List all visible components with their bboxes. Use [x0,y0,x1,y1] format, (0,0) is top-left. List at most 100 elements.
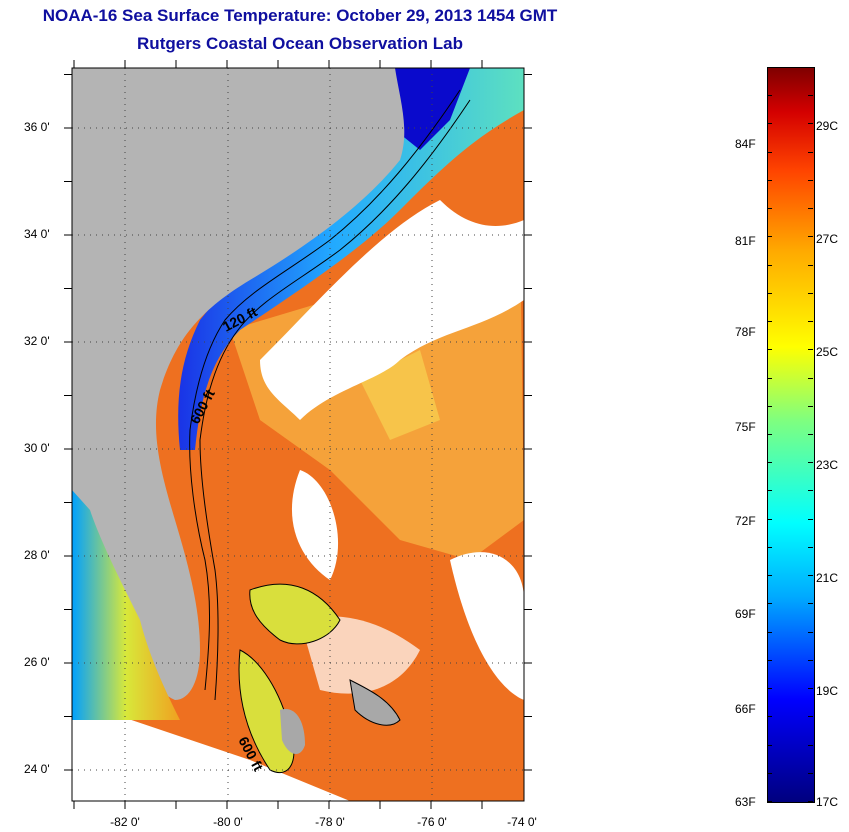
colorbar-tick [767,575,772,577]
gulf-shelf-water [72,490,180,720]
contour-120ft [189,89,461,691]
colorbar-f-label: 84F [735,137,756,151]
colorbar-tick [767,208,772,210]
colorbar-tick [767,264,772,266]
colorbar-tick [808,490,813,492]
colorbar-tick [808,321,813,323]
colorbar-tick [808,631,813,633]
colorbar-tick [808,575,813,577]
land-mass [72,68,405,700]
colorbar-tick [767,744,772,746]
colorbar-tick [767,801,772,802]
colorbar-tick [767,462,772,464]
colorbar-tick [767,179,772,181]
colorbar-tick [808,744,813,746]
chart-title: NOAA-16 Sea Surface Temperature: October… [42,6,558,25]
map-border [71,67,525,802]
colorbar-tick [808,518,813,520]
colorbar-tick [767,321,772,323]
lon-label: -76 0' [417,815,447,829]
colorbar-tick [767,603,772,605]
lon-label: -82 0' [110,815,140,829]
colorbar-tick [767,659,772,661]
colorbar-c-label: 25C [816,345,839,359]
colorbar-tick [808,151,813,153]
contour-600ft [199,99,471,701]
lat-label: 30 0' [24,441,50,455]
colorbar-tick [808,264,813,266]
colorbar-f-label: 81F [735,234,756,248]
colorbar-f-label: 66F [735,702,756,716]
colorbar-c-label: 21C [816,571,839,585]
colorbar-tick [808,772,813,774]
colorbar-c-label: 17C [816,795,839,809]
lon-label: -74 0' [507,815,537,829]
colorbar-f-label: 72F [735,514,756,528]
colorbar-f-label: 78F [735,325,756,339]
colorbar-tick [767,716,772,718]
colorbar-tick [767,772,772,774]
colorbar-tick [808,208,813,210]
colorbar-tick [808,434,813,435]
colorbar-tick [808,659,813,661]
colorbar-tick [767,123,772,125]
colorbar-tick [808,236,813,238]
cloud-area [260,200,524,420]
colorbar-f-label: 69F [735,607,756,621]
colorbar-tick [808,67,813,68]
lon-label: -80 0' [213,815,243,829]
colorbar-tick [767,67,772,68]
colorbar-tick [808,377,813,379]
colorbar-tick [767,95,772,97]
colorbar-tick [808,292,813,294]
colorbar-tick [808,716,813,718]
great-bahama-bank [238,649,295,773]
temperature-colorbar [767,67,815,803]
colorbar-tick [808,688,813,690]
colorbar-tick [767,518,772,520]
lat-label: 24 0' [24,762,50,776]
colorbar-tick [767,688,772,690]
colorbar-c-label: 29C [816,119,839,133]
bahamas-island [349,679,401,726]
sound-cold-water [390,68,470,150]
colorbar-tick [767,631,772,633]
colorbar-tick [808,546,813,548]
cloud-area [291,470,339,580]
cloud-area [450,552,524,700]
colorbar-tick [767,292,772,294]
colorbar-c-label: 23C [816,458,839,472]
colorbar-tick [767,434,772,435]
colorbar-f-label: 75F [735,420,756,434]
colorbar-tick [767,151,772,153]
colorbar-c-label: 19C [816,684,839,698]
colorbar-tick [767,236,772,238]
colorbar-tick [808,123,813,125]
colorbar-tick [808,95,813,97]
little-bahama-bank [249,583,341,645]
colorbar-tick [808,405,813,407]
colorbar-tick [808,462,813,464]
andros-island [280,709,305,755]
chart-subtitle: Rutgers Coastal Ocean Observation Lab [137,34,463,53]
lat-label: 32 0' [24,334,50,348]
colorbar-tick [808,603,813,605]
lon-label: -78 0' [315,815,345,829]
colorbar-tick [767,377,772,379]
colorbar-tick [767,546,772,548]
colorbar-tick [767,405,772,407]
axis-ticks [64,60,532,809]
colorbar-tick [808,801,813,802]
lat-label: 26 0' [24,655,50,669]
cloud-area [72,700,350,801]
coastal-cold-band [178,68,524,450]
colorbar-tick [808,179,813,181]
colorbar-tick [767,490,772,492]
graticule [72,68,524,801]
lat-label: 34 0' [24,227,50,241]
lat-label: 36 0' [24,120,50,134]
colorbar-tick [808,349,813,351]
colorbar-tick [767,349,772,351]
colorbar-f-label: 63F [735,795,756,809]
